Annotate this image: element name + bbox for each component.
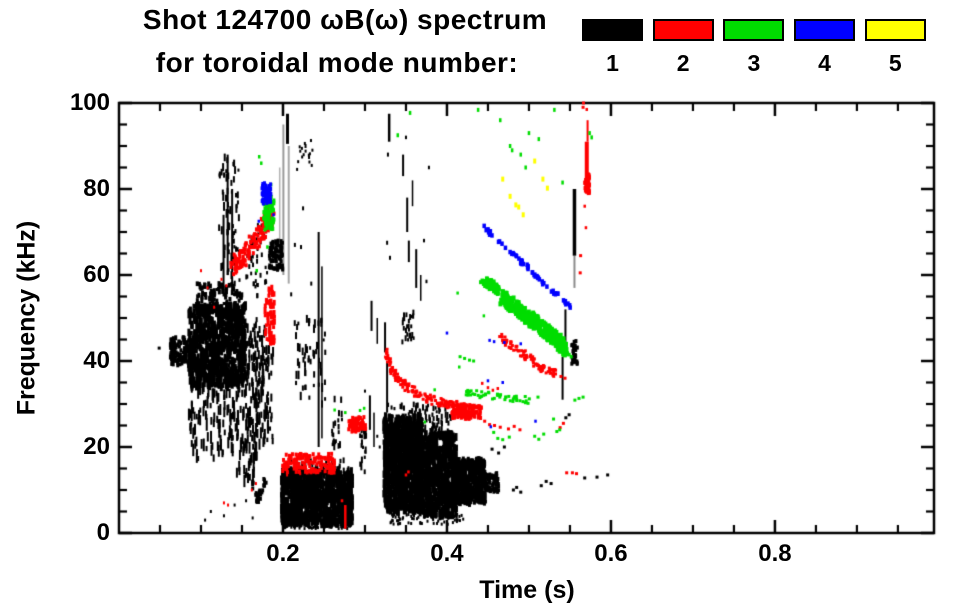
y-tick-label-100: 100 [69,89,110,116]
legend-label-mode-5: 5 [888,50,902,76]
mode-color-legend [582,19,926,41]
x-tick-label-0.2: 0.2 [266,540,300,567]
x-tick-label-0.4: 0.4 [430,540,464,567]
legend-label-mode-1: 1 [606,50,619,76]
mode-number-labels: 1 2 3 4 5 [582,50,926,77]
y-tick-label-80: 80 [83,175,110,202]
legend-swatch-mode-3 [723,19,785,41]
y-tick-label-0: 0 [96,519,110,546]
legend-swatch-mode-4 [794,19,856,41]
legend-label-mode-4: 4 [818,50,831,76]
y-tick-label-40: 40 [83,347,110,374]
legend-swatch-mode-1 [582,19,643,41]
x-axis-title: Time (s) [479,576,575,604]
y-axis-title: Frequency (kHz) [12,220,41,416]
y-tick-label-20: 20 [83,433,110,460]
legend-label-mode-2: 2 [676,50,690,76]
legend-label-mode-3: 3 [747,50,761,76]
legend-swatch-mode-5 [864,19,926,41]
plot-title-line1: Shot 124700 ωB(ω) spectrum [142,4,548,35]
x-tick-label-0.8: 0.8 [758,540,792,567]
x-tick-label-0.6: 0.6 [594,540,628,567]
y-tick-label-60: 60 [83,261,110,288]
legend-swatch-mode-2 [652,19,714,41]
plot-title-line2: for toroidal mode number: [155,47,519,78]
